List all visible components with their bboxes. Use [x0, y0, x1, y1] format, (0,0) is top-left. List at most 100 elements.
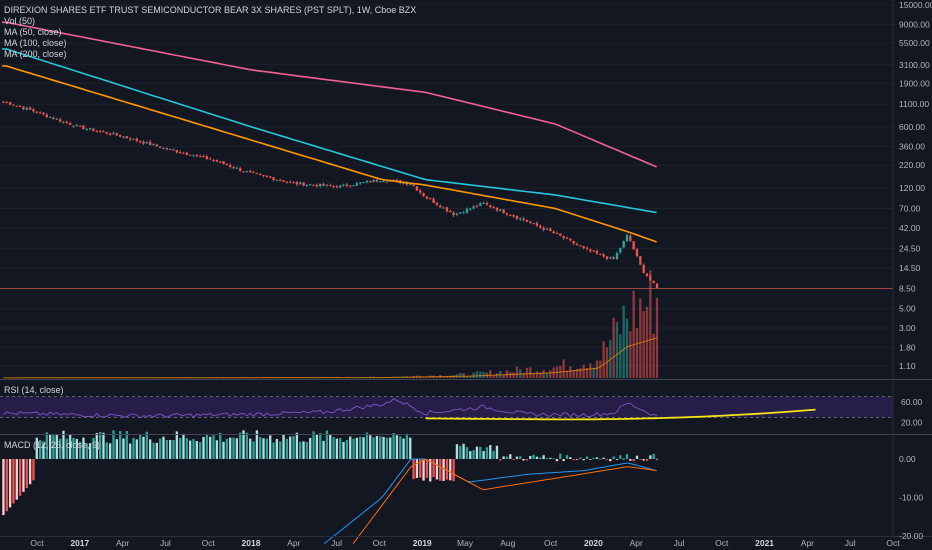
candle-body[interactable]: [559, 233, 562, 236]
candle-body[interactable]: [562, 236, 565, 239]
candle-body[interactable]: [142, 141, 145, 144]
candle-body[interactable]: [108, 133, 112, 135]
candle-body[interactable]: [482, 202, 485, 204]
candle-body[interactable]: [8, 102, 12, 105]
candle-body[interactable]: [209, 158, 212, 160]
candle-body[interactable]: [642, 264, 645, 273]
candle-body[interactable]: [312, 184, 315, 186]
candle-body[interactable]: [28, 107, 32, 110]
candle-body[interactable]: [162, 147, 165, 149]
candle-body[interactable]: [445, 207, 449, 212]
candle-body[interactable]: [245, 171, 249, 173]
candle-body[interactable]: [535, 222, 539, 226]
candle-body[interactable]: [48, 116, 52, 118]
pane-separators[interactable]: [0, 0, 932, 537]
candle-body[interactable]: [202, 156, 205, 158]
candle-body[interactable]: [479, 203, 482, 206]
candle-body[interactable]: [262, 175, 265, 177]
candle-body[interactable]: [175, 150, 179, 153]
candle-body[interactable]: [369, 180, 372, 183]
candle-body[interactable]: [612, 257, 615, 260]
candle-body[interactable]: [115, 133, 118, 136]
candle-body[interactable]: [52, 117, 55, 119]
candle-body[interactable]: [595, 250, 599, 254]
candle-body[interactable]: [68, 123, 72, 126]
candle-body[interactable]: [345, 184, 349, 186]
candle-body[interactable]: [622, 241, 625, 248]
candle-body[interactable]: [269, 176, 272, 178]
candle-body[interactable]: [172, 149, 175, 151]
candle-body[interactable]: [469, 208, 472, 210]
candle-body[interactable]: [38, 112, 42, 114]
candle-body[interactable]: [78, 125, 82, 127]
candle-body[interactable]: [18, 105, 22, 107]
candle-body[interactable]: [152, 144, 155, 146]
candle-body[interactable]: [85, 128, 88, 130]
candle-body[interactable]: [259, 173, 262, 175]
candle-body[interactable]: [192, 155, 195, 157]
candle-body[interactable]: [545, 228, 549, 230]
candle-body[interactable]: [232, 166, 235, 169]
candle-body[interactable]: [169, 148, 172, 150]
candle-body[interactable]: [512, 215, 515, 217]
candle-body[interactable]: [128, 138, 132, 140]
candle-body[interactable]: [179, 152, 182, 154]
candle-body[interactable]: [215, 159, 219, 162]
candle-body[interactable]: [362, 182, 365, 184]
legend-ma100[interactable]: MA (100, close): [4, 38, 67, 48]
candle-body[interactable]: [295, 182, 299, 185]
candle-body[interactable]: [272, 177, 275, 181]
candle-body[interactable]: [239, 168, 242, 171]
candle-body[interactable]: [359, 182, 362, 184]
rsi-label[interactable]: RSI (14, close): [4, 385, 64, 395]
candle-body[interactable]: [525, 219, 529, 222]
candle-body[interactable]: [582, 246, 585, 248]
candle-body[interactable]: [289, 181, 292, 183]
candle-body[interactable]: [635, 249, 639, 257]
candle-body[interactable]: [652, 280, 655, 284]
legend-ma50[interactable]: MA (50, close): [4, 27, 62, 37]
candle-body[interactable]: [222, 161, 225, 165]
candle-body[interactable]: [519, 218, 522, 220]
candle-body[interactable]: [189, 154, 192, 156]
candle-body[interactable]: [425, 196, 429, 199]
candle-body[interactable]: [432, 198, 435, 204]
candle-body[interactable]: [342, 184, 345, 186]
candle-body[interactable]: [195, 155, 199, 157]
candle-body[interactable]: [455, 213, 459, 215]
candle-body[interactable]: [522, 218, 525, 221]
candle-body[interactable]: [645, 273, 649, 277]
candle-body[interactable]: [98, 130, 102, 132]
candle-body[interactable]: [118, 135, 122, 137]
candle-body[interactable]: [655, 283, 659, 288]
candle-body[interactable]: [579, 245, 582, 247]
candle-body[interactable]: [632, 241, 635, 250]
candle-body[interactable]: [492, 206, 495, 209]
candle-body[interactable]: [495, 207, 499, 211]
candle-body[interactable]: [365, 180, 369, 183]
candle-body[interactable]: [339, 185, 342, 188]
candle-body[interactable]: [155, 144, 158, 147]
candle-body[interactable]: [605, 256, 609, 259]
candle-body[interactable]: [465, 208, 469, 213]
candle-body[interactable]: [472, 206, 475, 209]
candle-body[interactable]: [489, 205, 492, 208]
candle-body[interactable]: [439, 205, 442, 208]
candle-body[interactable]: [329, 184, 332, 186]
candle-body[interactable]: [352, 185, 355, 187]
candle-body[interactable]: [539, 225, 542, 228]
candle-body[interactable]: [265, 175, 269, 177]
candle-body[interactable]: [62, 121, 65, 123]
candle-body[interactable]: [509, 215, 512, 217]
candle-body[interactable]: [279, 179, 282, 181]
candle-body[interactable]: [249, 170, 252, 173]
candle-body[interactable]: [322, 183, 325, 186]
candle-body[interactable]: [349, 185, 352, 187]
candle-body[interactable]: [319, 183, 322, 187]
symbol-title[interactable]: DIREXION SHARES ETF TRUST SEMICONDUCTOR …: [4, 5, 417, 15]
candle-body[interactable]: [75, 125, 78, 127]
candle-body[interactable]: [145, 142, 148, 144]
candle-body[interactable]: [625, 235, 629, 242]
candle-body[interactable]: [182, 152, 185, 154]
candle-body[interactable]: [449, 210, 452, 213]
